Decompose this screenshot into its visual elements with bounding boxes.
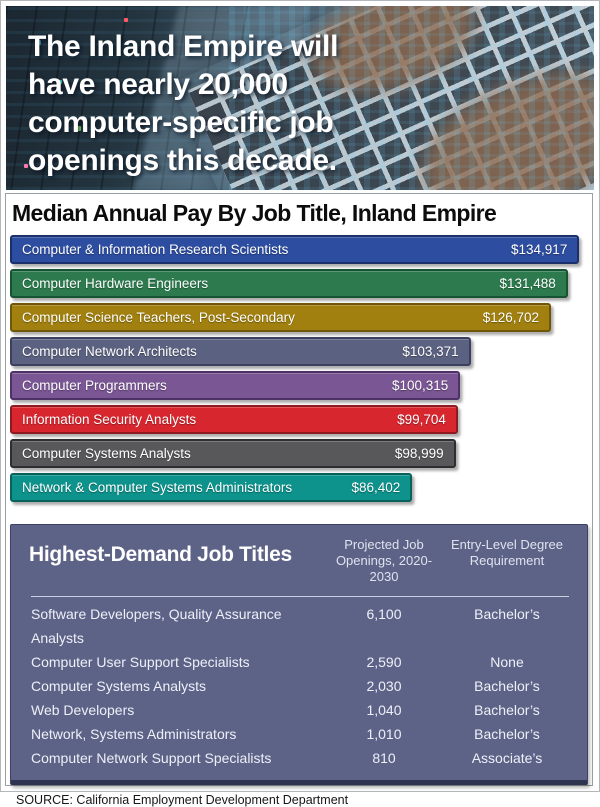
- row-degree: Bachelor’s: [474, 606, 540, 622]
- column-header-degree: Entry-Level Degree Requirement: [451, 537, 563, 568]
- bar-value: $98,999: [394, 446, 444, 461]
- pay-bar: Network & Computer Systems Administrator…: [10, 473, 413, 502]
- bar-value: $126,702: [482, 310, 539, 325]
- pay-bar: Computer Systems Analysts $98,999: [10, 439, 456, 468]
- pay-bar: Information Security Analysts $99,704: [10, 405, 458, 434]
- pay-bar: Computer & Information Research Scientis…: [10, 235, 580, 264]
- bar-label: Computer Science Teachers, Post-Secondar…: [22, 310, 295, 325]
- row-job-title: Network, Systems Administrators: [31, 726, 237, 742]
- row-job-title: Computer Network Support Specialists: [31, 750, 272, 766]
- bar-row: Computer & Information Research Scientis…: [10, 235, 588, 269]
- table-row: Computer Systems Analysts 2,030 Bachelor…: [29, 674, 571, 698]
- demand-table-header: Highest-Demand Job Titles Projected Job …: [29, 537, 571, 585]
- demand-table-title: Highest-Demand Job Titles: [29, 543, 292, 566]
- bar-row: Information Security Analysts $99,704: [10, 405, 588, 439]
- headline-line: openings this decade.: [28, 144, 337, 177]
- row-job-title: Computer Systems Analysts: [31, 678, 207, 694]
- bokeh-dot: [76, 126, 81, 131]
- table-row: Computer Network Support Specialists 810…: [29, 746, 571, 770]
- bokeh-dot: [156, 86, 160, 90]
- bar-value: $134,917: [511, 242, 568, 257]
- bar-value: $100,315: [391, 378, 449, 393]
- chart-title: Median Annual Pay By Job Title, Inland E…: [12, 200, 497, 226]
- bar-label: Computer Hardware Engineers: [22, 276, 209, 291]
- content-panel: Median Annual Pay By Job Title, Inland E…: [5, 193, 593, 807]
- bar-row: Computer Hardware Engineers $131,488: [10, 269, 588, 303]
- table-row: Software Developers, Quality Assurance A…: [29, 602, 571, 650]
- pay-bar: Computer Network Architects $103,371: [10, 337, 471, 366]
- row-openings: 2,590: [366, 654, 402, 670]
- row-openings: 1,010: [366, 726, 402, 742]
- bar-row: Computer Systems Analysts $98,999: [10, 439, 588, 473]
- bar-label: Computer & Information Research Scientis…: [22, 242, 289, 257]
- demand-table: Highest-Demand Job Titles Projected Job …: [10, 524, 588, 785]
- bar-value: $103,371: [402, 344, 459, 359]
- pay-bar: Computer Programmers $100,315: [10, 371, 461, 400]
- digital-overlay-graphic: [229, 6, 594, 190]
- bar-label: Computer Network Architects: [22, 344, 197, 359]
- bar-label: Computer Programmers: [22, 378, 167, 393]
- bar-value: $99,704: [397, 412, 446, 427]
- bokeh-dot: [24, 164, 28, 168]
- row-openings: 810: [372, 750, 396, 766]
- headline-line: computer-specific job: [28, 106, 334, 139]
- headline-line: have nearly 20,000: [28, 68, 288, 101]
- row-degree: Bachelor’s: [474, 678, 540, 694]
- bar-value: $131,488: [499, 276, 556, 291]
- table-row: Web Developers 1,040 Bachelor’s: [29, 698, 571, 722]
- row-degree: Bachelor’s: [474, 702, 540, 718]
- row-degree: Bachelor’s: [474, 726, 540, 742]
- header-photo: The Inland Empire will have nearly 20,00…: [6, 6, 594, 190]
- headline-line: The Inland Empire will: [28, 30, 339, 63]
- row-degree: None: [490, 654, 524, 670]
- row-openings: 6,100: [366, 606, 402, 622]
- row-degree: Associate’s: [471, 750, 543, 766]
- bar-row: Computer Science Teachers, Post-Secondar…: [10, 303, 588, 337]
- pay-bar-chart: Computer & Information Research Scientis…: [10, 235, 588, 507]
- bar-row: Computer Programmers $100,315: [10, 371, 588, 405]
- table-row: Computer User Support Specialists 2,590 …: [29, 650, 571, 674]
- header-separator: [31, 596, 569, 597]
- bar-label: Network & Computer Systems Administrator…: [22, 480, 293, 495]
- bokeh-dot: [124, 18, 128, 22]
- table-row: Network, Systems Administrators 1,010 Ba…: [29, 722, 571, 746]
- bokeh-dot: [36, 40, 41, 45]
- bar-value: $86,402: [351, 480, 401, 495]
- bar-row: Network & Computer Systems Administrator…: [10, 473, 588, 507]
- row-openings: 2,030: [366, 678, 402, 694]
- bar-row: Computer Network Architects $103,371: [10, 337, 588, 371]
- headline: The Inland Empire will have nearly 20,00…: [28, 28, 338, 180]
- pay-bar: Computer Hardware Engineers $131,488: [10, 269, 568, 298]
- row-job-title: Software Developers, Quality Assurance A…: [31, 606, 282, 646]
- column-header-openings: Projected Job Openings, 2020-2030: [335, 537, 433, 584]
- bar-label: Computer Systems Analysts: [22, 446, 191, 461]
- bar-label: Information Security Analysts: [22, 412, 197, 427]
- row-openings: 1,040: [366, 702, 402, 718]
- source-note: SOURCE: California Employment Developmen…: [16, 793, 349, 807]
- pay-bar: Computer Science Teachers, Post-Secondar…: [10, 303, 551, 332]
- bokeh-dot: [58, 80, 62, 84]
- row-job-title: Web Developers: [31, 702, 135, 718]
- row-job-title: Computer User Support Specialists: [31, 654, 250, 670]
